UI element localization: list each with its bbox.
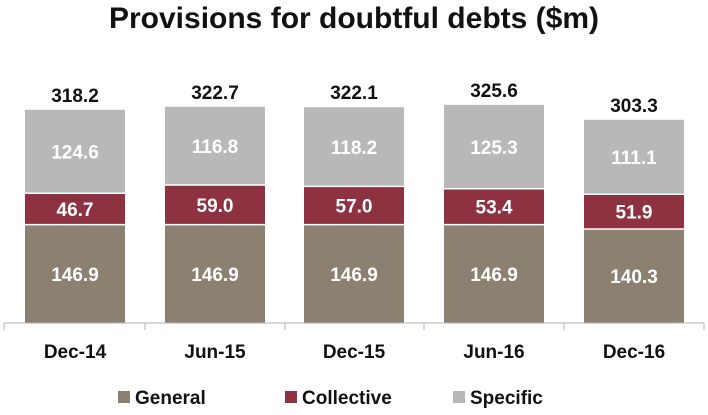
bar-specific-jun-16 xyxy=(444,104,544,189)
bar-general-jun-16 xyxy=(444,224,544,323)
data-label-collective-jun-16: 53.4 xyxy=(476,198,513,219)
chart-title: Provisions for doubtful debts ($m) xyxy=(109,2,599,35)
data-label-collective-jun-15: 59.0 xyxy=(197,196,234,217)
bar-specific-dec-16 xyxy=(584,119,684,195)
bar-general-jun-15 xyxy=(165,224,265,323)
data-label-specific-jun-16: 125.3 xyxy=(470,138,518,159)
legend-item-collective: Collective xyxy=(285,388,392,409)
data-label-general-dec-16: 140.3 xyxy=(610,267,658,288)
data-label-specific-dec-14: 124.6 xyxy=(51,143,99,164)
data-label-general-dec-14: 146.9 xyxy=(51,265,99,286)
data-label-specific-dec-15: 118.2 xyxy=(331,138,378,159)
total-label-dec-15: 322.1 xyxy=(330,83,378,104)
data-label-general-dec-15: 146.9 xyxy=(330,265,378,286)
legend-swatch-collective xyxy=(285,391,297,403)
legend-label-specific: Specific xyxy=(470,388,543,409)
legend-label-collective: Collective xyxy=(302,388,392,409)
data-label-collective-dec-14: 46.7 xyxy=(57,200,94,221)
data-label-collective-dec-16: 51.9 xyxy=(616,203,653,224)
data-label-specific-dec-16: 111.1 xyxy=(611,148,657,169)
x-tick-label-dec-14: Dec-14 xyxy=(44,342,107,363)
data-label-general-jun-16: 146.9 xyxy=(470,265,518,286)
x-tick-label-dec-16: Dec-16 xyxy=(603,342,665,363)
bar-collective-dec-16 xyxy=(584,194,684,229)
x-axis-labels: Dec-14 Jun-15 Dec-15 Jun-16 Dec-16 xyxy=(3,323,705,363)
bar-general-dec-16 xyxy=(584,228,684,323)
legend-label-general: General xyxy=(135,388,206,409)
legend-swatch-general xyxy=(118,391,130,403)
legend-item-specific: Specific xyxy=(453,388,543,409)
bar-specific-jun-15 xyxy=(165,106,265,186)
bar-general-dec-14 xyxy=(25,224,125,323)
plot-area: 146.9 46.7 124.6 318.2 146.9 59.0 116.8 322.7 14… xyxy=(25,81,684,323)
legend-item-general: General xyxy=(118,388,206,409)
total-label-dec-16: 303.3 xyxy=(610,96,658,117)
total-label-dec-14: 318.2 xyxy=(51,86,99,107)
bar-specific-dec-15 xyxy=(304,107,404,187)
bar-general-dec-15 xyxy=(304,224,404,323)
total-label-jun-15: 322.7 xyxy=(191,83,239,104)
data-label-general-jun-15: 146.9 xyxy=(191,265,239,286)
data-label-collective-dec-15: 57.0 xyxy=(336,196,373,217)
x-tick-label-dec-15: Dec-15 xyxy=(323,342,386,363)
data-label-specific-jun-15: 116.8 xyxy=(192,137,239,158)
bar-collective-dec-15 xyxy=(304,186,404,225)
legend: General Collective Specific xyxy=(118,388,543,409)
bar-collective-jun-16 xyxy=(444,188,544,225)
bar-collective-dec-14 xyxy=(25,193,125,225)
legend-swatch-specific xyxy=(453,391,465,403)
x-tick-label-jun-16: Jun-16 xyxy=(463,342,524,363)
x-tick-label-jun-15: Jun-15 xyxy=(184,342,246,363)
total-label-jun-16: 325.6 xyxy=(470,81,518,102)
bar-collective-jun-15 xyxy=(165,185,265,225)
bar-specific-dec-14 xyxy=(25,109,125,194)
